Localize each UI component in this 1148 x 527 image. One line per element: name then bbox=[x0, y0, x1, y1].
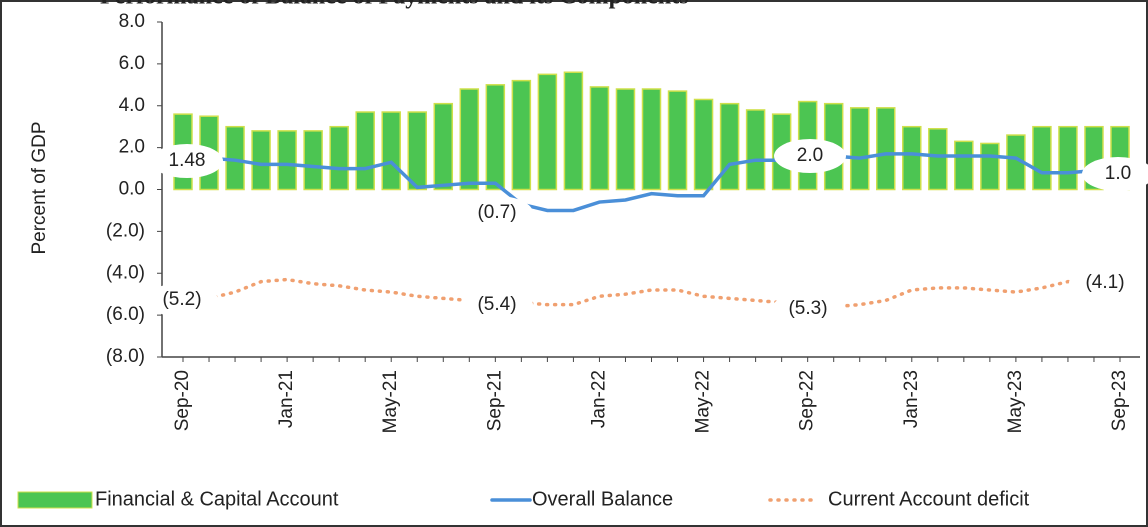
x-tick-label: Sep-21 bbox=[484, 370, 505, 431]
x-tick-label: May-21 bbox=[380, 370, 401, 433]
bar bbox=[459, 88, 480, 191]
annotation-bg bbox=[1082, 157, 1148, 191]
bar bbox=[433, 102, 454, 191]
annotation: 1.0 bbox=[1105, 163, 1131, 184]
x-tick-label: May-22 bbox=[693, 370, 714, 433]
bar bbox=[980, 142, 1000, 191]
bar bbox=[537, 73, 558, 191]
x-tick-label: May-23 bbox=[1005, 370, 1026, 433]
bar bbox=[667, 90, 688, 191]
legend-label: Overall Balance bbox=[532, 488, 673, 510]
bar bbox=[615, 88, 636, 191]
bar bbox=[876, 107, 896, 191]
bar bbox=[251, 130, 271, 191]
bar bbox=[485, 84, 506, 191]
bar bbox=[511, 79, 532, 191]
y-tick-label: 4.0 bbox=[119, 95, 145, 116]
bar bbox=[902, 125, 922, 191]
annotation: (0.7) bbox=[477, 202, 516, 223]
x-tick-label: Sep-20 bbox=[172, 370, 193, 431]
annotation: (4.1) bbox=[1085, 272, 1124, 293]
bar bbox=[563, 71, 584, 191]
annotation: 1.48 bbox=[169, 150, 206, 171]
y-tick-label: (4.0) bbox=[106, 262, 145, 283]
bar bbox=[693, 98, 714, 191]
y-tick-label: 6.0 bbox=[119, 53, 145, 74]
bar bbox=[954, 140, 974, 191]
annotation-bg bbox=[146, 283, 218, 317]
x-tick-label: Sep-23 bbox=[1109, 370, 1130, 431]
bar bbox=[1058, 125, 1078, 191]
y-tick-label: (8.0) bbox=[106, 346, 145, 367]
annotation-bg bbox=[1069, 266, 1141, 300]
bar bbox=[849, 107, 870, 191]
bar bbox=[928, 128, 948, 191]
annotation-bg bbox=[461, 288, 533, 322]
y-tick-label: (2.0) bbox=[106, 220, 145, 241]
x-tick-label: Jan-21 bbox=[276, 370, 297, 428]
bar bbox=[303, 130, 323, 191]
x-tick-label: Jan-23 bbox=[901, 370, 922, 428]
bar bbox=[745, 109, 766, 191]
x-tick-label: Jan-22 bbox=[588, 370, 609, 428]
y-tick-label: 8.0 bbox=[119, 11, 145, 32]
annotation-bg bbox=[774, 139, 846, 173]
bar bbox=[407, 111, 427, 191]
y-axis-label: Percent of GDP bbox=[29, 121, 50, 254]
annotation-bg bbox=[151, 144, 223, 178]
bar bbox=[1032, 125, 1052, 191]
bar bbox=[277, 130, 297, 191]
annotation-bg bbox=[461, 196, 533, 230]
y-tick-label: 2.0 bbox=[119, 137, 145, 158]
legend-label: Current Account deficit bbox=[828, 488, 1030, 510]
legend-swatch bbox=[17, 491, 93, 509]
legend-label: Financial & Capital Account bbox=[95, 488, 339, 510]
bar bbox=[329, 125, 349, 191]
annotation-bg bbox=[772, 292, 844, 326]
annotation: (5.2) bbox=[162, 289, 201, 310]
annotation: 2.0 bbox=[797, 145, 823, 166]
chart-title: Performance of Balance of Payments and i… bbox=[100, 0, 689, 10]
bar bbox=[641, 88, 662, 191]
cad-line bbox=[181, 273, 1122, 309]
bar bbox=[355, 111, 375, 191]
y-tick-label: (6.0) bbox=[106, 304, 145, 325]
y-tick-label: 0.0 bbox=[119, 179, 145, 200]
overall-balance-line bbox=[182, 145, 1121, 213]
bar bbox=[719, 102, 740, 191]
bar bbox=[589, 86, 610, 191]
x-tick-label: Sep-22 bbox=[797, 370, 818, 431]
annotation: (5.3) bbox=[788, 298, 827, 319]
bar bbox=[381, 111, 401, 191]
annotation: (5.4) bbox=[477, 294, 516, 315]
